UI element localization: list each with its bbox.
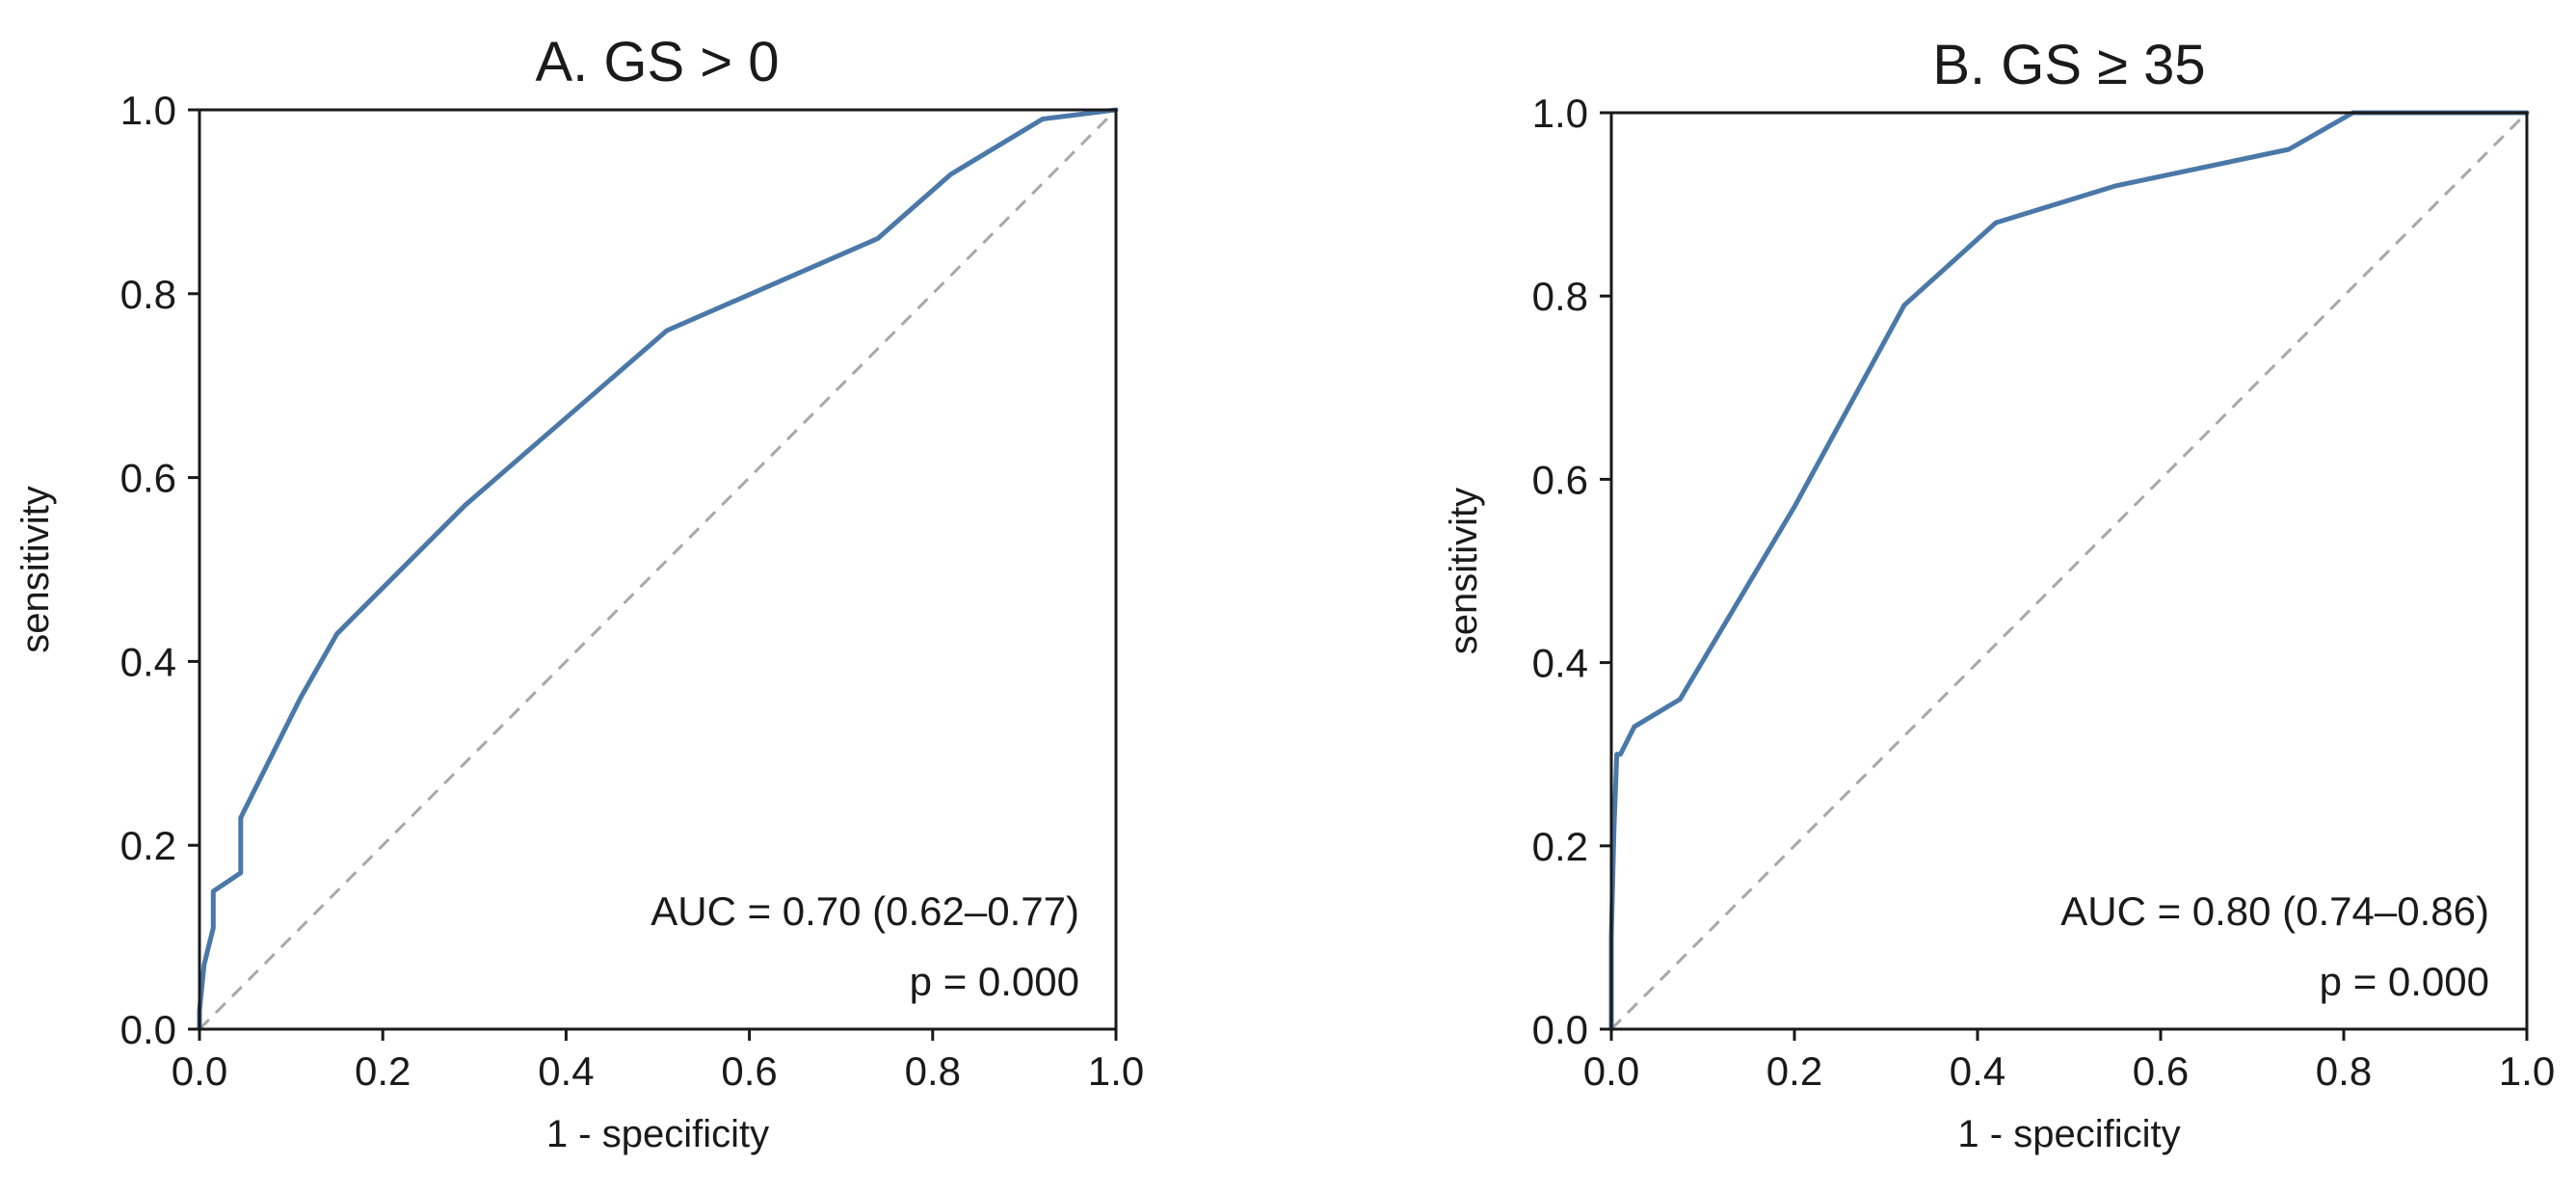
x-tick-label: 0.0 xyxy=(1583,1048,1639,1094)
auc-annotation: AUC = 0.70 (0.62–0.77) xyxy=(651,888,1079,934)
reference-diagonal-line xyxy=(198,108,1118,1031)
y-tick-label: 0.6 xyxy=(120,456,176,501)
y-tick-label: 0.0 xyxy=(1532,1007,1588,1052)
y-tick-label: 0.4 xyxy=(1532,641,1588,686)
y-tick-label: 1.0 xyxy=(120,88,176,133)
x-tick-label: 0.8 xyxy=(905,1048,961,1094)
y-tick-label: 0.0 xyxy=(120,1007,176,1052)
x-tick-label: 0.0 xyxy=(172,1048,227,1094)
y-axis-label: sensitivity xyxy=(1443,488,1485,654)
chart-title: A. GS > 0 xyxy=(535,31,779,93)
y-tick-label: 0.8 xyxy=(120,272,176,317)
y-tick-label: 1.0 xyxy=(1532,91,1588,136)
chart-panel-1: A. GS > 0 0.0 0.2 0.4 0.6 0.8 1.0 0.0 0.2 0.4 0.6 0… xyxy=(14,31,1144,1155)
p-value-annotation: p = 0.000 xyxy=(2320,959,2489,1004)
y-tick-label: 0.6 xyxy=(1532,457,1588,502)
x-tick-label: 0.6 xyxy=(721,1048,777,1094)
roc-curve xyxy=(1608,110,2530,1032)
reference-diagonal-line xyxy=(1609,111,2529,1031)
x-tick-label: 0.2 xyxy=(1766,1048,1822,1094)
x-tick-label: 0.4 xyxy=(538,1048,594,1094)
x-tick-label: 1.0 xyxy=(2499,1048,2555,1094)
chart-title: B. GS ≥ 35 xyxy=(1932,34,2205,96)
y-tick-label: 0.2 xyxy=(120,823,176,868)
y-axis-label: sensitivity xyxy=(14,486,57,652)
plot-frame xyxy=(1609,111,2529,1031)
roc-curve xyxy=(197,107,1119,1032)
x-axis-label: 1 - specificity xyxy=(1957,1113,2180,1155)
x-axis-label: 1 - specificity xyxy=(546,1113,769,1155)
plot-frame xyxy=(198,108,1118,1031)
x-tick-label: 0.2 xyxy=(355,1048,411,1094)
p-value-annotation: p = 0.000 xyxy=(910,959,1079,1004)
x-tick-label: 0.4 xyxy=(1950,1048,2005,1094)
x-tick-label: 0.6 xyxy=(2133,1048,2189,1094)
x-tick-label: 1.0 xyxy=(1088,1048,1144,1094)
x-tick-label: 0.8 xyxy=(2316,1048,2372,1094)
auc-annotation: AUC = 0.80 (0.74–0.86) xyxy=(2060,888,2489,934)
chart-panel-2: B. GS ≥ 35 0.0 0.2 0.4 0.6 0.8 1.0 0.0 0.2 0.4 0.6… xyxy=(1443,34,2555,1155)
y-tick-label: 0.4 xyxy=(120,639,176,684)
y-tick-label: 0.8 xyxy=(1532,274,1588,319)
y-tick-label: 0.2 xyxy=(1532,824,1588,869)
